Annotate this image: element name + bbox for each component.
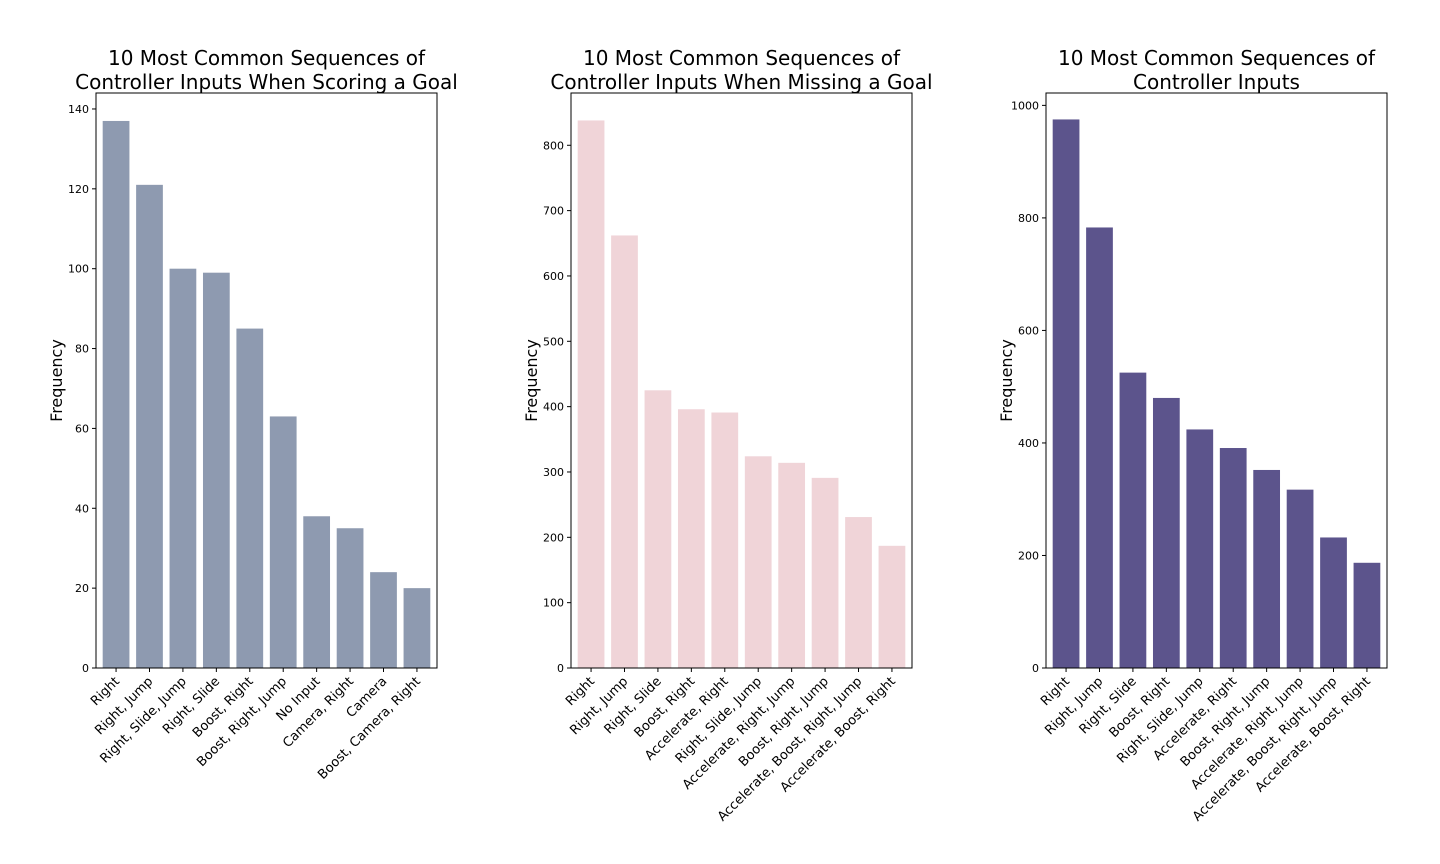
y-tick-label: 600 [1018,324,1039,337]
chart-title-line: Controller Inputs When Missing a Goal [550,70,932,94]
bar [1253,469,1281,668]
y-tick-label: 300 [543,466,564,479]
bar [269,416,297,668]
bar [1052,119,1080,669]
bar [370,572,397,668]
y-tick-label: 800 [543,139,564,152]
bar [1320,537,1347,668]
bar [811,477,839,668]
bar [202,272,230,668]
bar [611,235,638,668]
y-tick-label: 500 [543,335,564,348]
y-tick-label: 800 [1018,212,1039,225]
bar [644,390,672,668]
y-tick-label: 100 [543,597,564,610]
y-tick-label: 20 [75,582,89,595]
chart-title-line: 10 Most Common Sequences of [583,46,901,70]
bar [1286,489,1314,668]
y-tick-label: 140 [68,103,89,116]
chart-title-line: 10 Most Common Sequences of [1058,46,1376,70]
bar [1152,397,1180,668]
y-tick-label: 200 [1018,549,1039,562]
bar [136,184,163,668]
y-tick-label: 60 [75,422,89,435]
bar [1186,429,1214,668]
bar [711,412,739,668]
bar [1353,562,1381,668]
chart-title-line: Controller Inputs When Scoring a Goal [75,70,458,94]
bar [336,528,364,668]
chart-title-line: 10 Most Common Sequences of [108,46,426,70]
y-tick-label: 1000 [1011,99,1039,112]
y-tick-label: 200 [543,531,564,544]
y-axis-label: Frequency [47,339,66,422]
bar [1086,227,1113,668]
bar [845,517,872,668]
y-tick-label: 100 [68,263,89,276]
y-tick-label: 400 [1018,437,1039,450]
axes-frame [1045,92,1388,669]
bar [169,268,197,668]
bar [1219,448,1247,668]
bar [403,588,431,668]
y-tick-label: 700 [543,205,564,218]
y-axis-label: Frequency [522,339,541,422]
bar [744,456,772,668]
y-tick-label: 600 [543,270,564,283]
bar [778,462,806,668]
bar [102,120,130,668]
y-tick-label: 0 [1032,662,1039,675]
bar [1119,372,1147,668]
y-axis-label: Frequency [997,339,1016,422]
bar [677,409,705,668]
axes-frame [570,92,913,669]
bar [236,328,264,668]
bar [303,516,331,668]
chart-title-line: Controller Inputs [1133,70,1300,94]
y-tick-label: 120 [68,183,89,196]
y-tick-label: 400 [543,401,564,414]
axes-frame [95,92,438,669]
y-tick-label: 0 [557,662,564,675]
y-tick-label: 0 [82,662,89,675]
bar [577,120,605,669]
bar [878,545,906,668]
y-tick-label: 80 [75,343,89,356]
y-tick-label: 40 [75,502,89,515]
